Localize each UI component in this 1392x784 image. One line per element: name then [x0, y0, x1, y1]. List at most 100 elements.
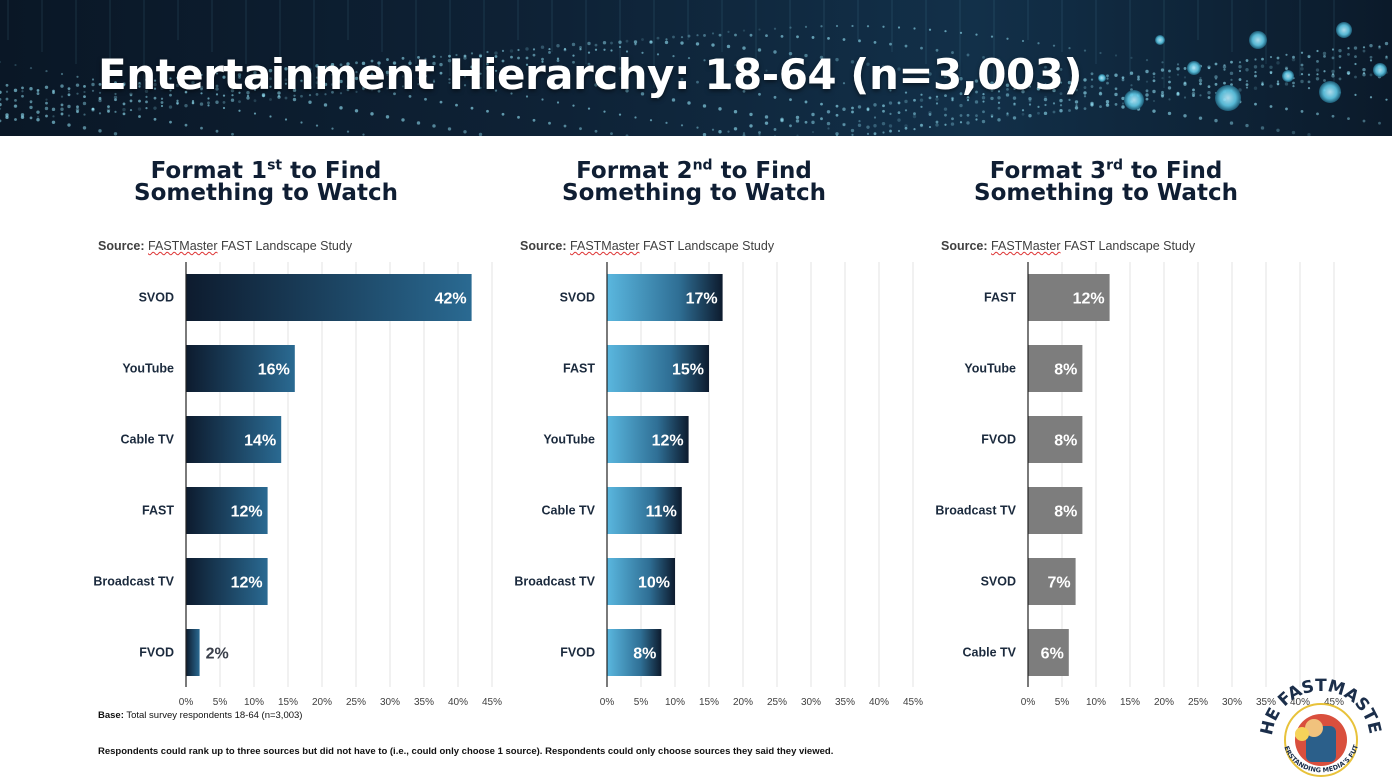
wave-dot [1245, 86, 1249, 89]
wave-dot [696, 80, 699, 84]
wave-dot [1067, 90, 1072, 94]
wave-dot [749, 33, 753, 37]
wave-dot [300, 79, 303, 82]
wave-dot [5, 97, 9, 101]
x-tick-label: 5% [634, 697, 649, 708]
wave-dot [1229, 121, 1234, 125]
value-label: 12% [231, 575, 263, 592]
wave-dot [997, 90, 1001, 93]
wave-dot [1354, 93, 1357, 96]
wave-dot [470, 65, 474, 69]
wave-dot [439, 55, 443, 58]
wave-dot [981, 119, 986, 124]
wave-dot [811, 130, 815, 134]
wave-dot [516, 70, 521, 74]
value-label: 8% [633, 646, 656, 663]
wave-dot [1037, 111, 1040, 115]
wave-dot [1106, 74, 1109, 78]
wave-dot [882, 109, 885, 113]
wave-dot [355, 90, 358, 93]
wave-dot [1292, 85, 1295, 88]
wave-dot [718, 61, 722, 64]
wave-dot [858, 120, 861, 123]
wave-dot [881, 64, 886, 69]
x-tick-label: 15% [1120, 697, 1140, 708]
wave-dot [1385, 98, 1388, 101]
wave-dot [1362, 67, 1366, 72]
wave-dot [510, 55, 513, 59]
wave-dot [20, 113, 25, 117]
wave-dot [1322, 51, 1327, 56]
wave-dot [1044, 65, 1047, 69]
wave-dot [959, 77, 963, 81]
wave-dot [1331, 69, 1335, 74]
wave-dot [835, 134, 839, 136]
wave-dot [665, 121, 668, 124]
wave-dot [742, 132, 746, 135]
x-tick-label: 25% [346, 697, 366, 708]
bar [186, 416, 282, 463]
wave-dot [625, 89, 629, 93]
chart3-title: Format 3rd to Find Something to Watch [926, 158, 1286, 204]
wave-dot [315, 81, 319, 85]
wave-dot [370, 89, 374, 92]
wave-dot [308, 69, 312, 72]
wave-dot [556, 44, 560, 48]
wave-dot [370, 59, 374, 63]
wave-dot [386, 73, 389, 76]
wave-dot [14, 118, 17, 121]
wave-dot [401, 118, 405, 122]
wave-dot [1059, 81, 1063, 84]
wave-dot [773, 134, 777, 136]
wave-dot [1121, 102, 1125, 105]
wave-dot [1090, 72, 1094, 76]
chart2-title-line2: Something to Watch [562, 180, 826, 206]
wave-dot [547, 75, 552, 79]
chart2-bar-chart: 0% 5% 10% 15% 20% 25% 30% 35% 40% 45% SVOD 17% FAST 1… [514, 262, 923, 708]
wave-dot [594, 129, 598, 133]
wave-dot [641, 38, 644, 41]
wave-dot [169, 93, 172, 97]
wave-dot [640, 92, 645, 96]
wave-dot [625, 50, 629, 53]
value-label: 42% [435, 291, 467, 308]
wave-dot [114, 110, 117, 113]
wave-dot [1059, 92, 1063, 96]
wave-dot [21, 90, 24, 93]
wave-dot [315, 64, 319, 68]
wave-dot [1068, 98, 1071, 101]
wave-dot [191, 80, 195, 85]
wave-dot [857, 105, 862, 109]
wave-dot [974, 100, 979, 104]
wave-dot [168, 105, 173, 109]
wave-dot [966, 99, 970, 102]
wave-dot [417, 55, 420, 59]
wave-dot [1300, 63, 1304, 67]
wave-dot [1114, 73, 1118, 77]
wave-dot [184, 84, 188, 88]
wave-dot [975, 90, 978, 94]
wave-dot [702, 104, 707, 108]
x-tick-label: 35% [835, 697, 855, 708]
wave-dot [811, 77, 815, 80]
wave-dot [1285, 67, 1288, 71]
wave-dot [230, 88, 235, 93]
wave-dot [572, 54, 575, 57]
value-label: 11% [646, 504, 677, 521]
wave-dot [897, 111, 901, 114]
wave-dot [951, 97, 954, 100]
wave-dot [1331, 73, 1335, 76]
chart3-title-rest: to Find [1123, 158, 1223, 184]
wave-dot [106, 82, 111, 86]
glow-orb [1155, 35, 1165, 45]
wave-dot [913, 128, 916, 131]
wave-dot [45, 98, 48, 101]
fastmaster-logo: THE FASTMASTER UNDERSTANDING MEDIA'S FUT… [1258, 678, 1384, 777]
wave-dot [175, 83, 180, 88]
wave-dot [176, 99, 179, 102]
chart2-title-main: Format 2 [576, 158, 693, 184]
category-label: Broadcast TV [93, 575, 174, 589]
wave-dot [1192, 88, 1195, 92]
wave-dot [780, 118, 784, 123]
wave-dot [1090, 101, 1094, 106]
